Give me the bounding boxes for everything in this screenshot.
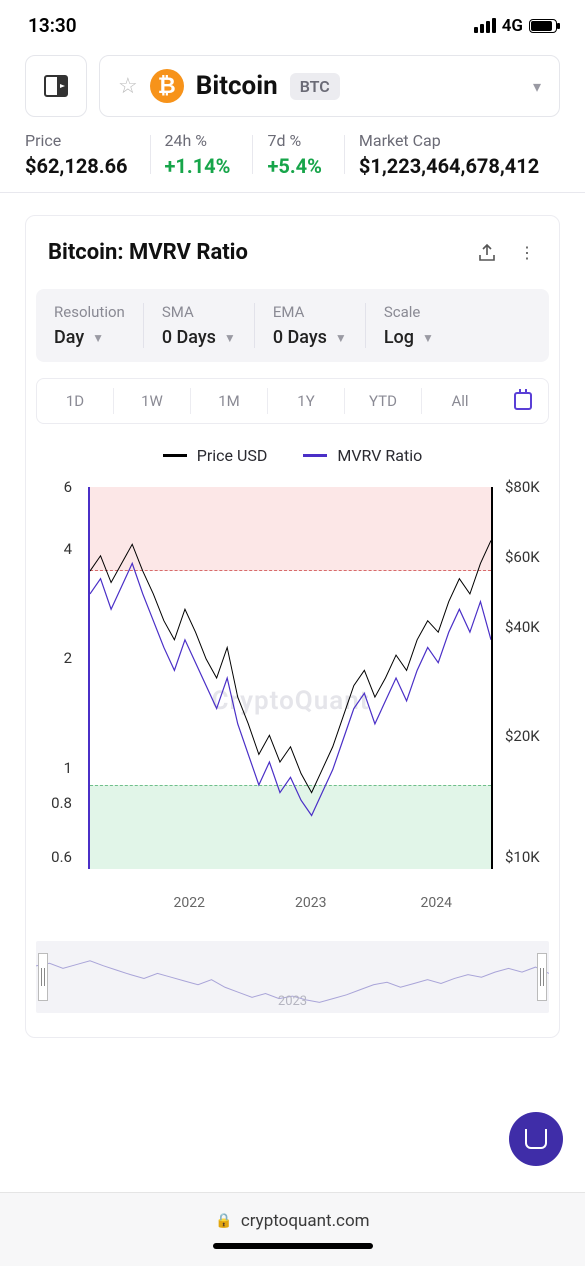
plot-area: CryptoQuant [88, 487, 493, 869]
control-sma[interactable]: SMA 0 Days ▼ [144, 303, 255, 348]
control-ema[interactable]: EMA 0 Days ▼ [255, 303, 366, 348]
star-icon[interactable]: ☆ [118, 74, 138, 99]
share-icon[interactable] [477, 243, 497, 263]
home-indicator[interactable] [213, 1243, 373, 1249]
network-label: 4G [502, 16, 523, 36]
stat-price: Price $62,128.66 [25, 131, 150, 178]
control-label: SMA [162, 303, 236, 321]
control-label: EMA [273, 303, 347, 321]
timerange-all[interactable]: All [422, 388, 498, 414]
timerange-row: 1D1W1M1YYTDAll [36, 378, 549, 424]
coin-ticker: BTC [290, 73, 340, 100]
stat-value: +1.14% [165, 154, 231, 178]
menu-button[interactable] [25, 55, 87, 117]
chart-controls: Resolution Day▼ SMA 0 Days▼ EMA 0 Days▼ … [36, 289, 549, 362]
stat-label: 7d % [267, 131, 321, 150]
url-display[interactable]: 🔒 cryptoquant.com [215, 1211, 369, 1231]
chart-legend: Price USD MVRV Ratio [26, 446, 559, 465]
range-slider[interactable]: 2023 [36, 941, 549, 1013]
legend-swatch [163, 454, 187, 457]
legend-price: Price USD [163, 446, 268, 465]
card-title: Bitcoin: MVRV Ratio [48, 240, 248, 265]
control-value: Day [54, 327, 84, 348]
control-resolution[interactable]: Resolution Day ▼ [36, 303, 144, 348]
stat-label: 24h % [165, 131, 231, 150]
stat-7d: 7d % +5.4% [267, 131, 343, 178]
signal-icon [474, 18, 496, 33]
url-text: cryptoquant.com [241, 1211, 370, 1231]
y-axis-right: $80K$60K$40K$20K$10K [499, 479, 549, 869]
notebook-icon [42, 72, 70, 100]
range-handle-right[interactable] [537, 953, 547, 1001]
battery-icon [529, 19, 557, 33]
lock-icon: 🔒 [215, 1213, 232, 1229]
main-chart[interactable]: 64210.80.6 $80K$60K$40K$20K$10K CryptoQu… [36, 479, 549, 899]
control-value: 0 Days [273, 327, 327, 348]
chevron-down-icon: ▼ [92, 331, 104, 345]
timerange-1m[interactable]: 1M [191, 388, 268, 414]
calendar-button[interactable] [498, 392, 548, 410]
y-axis-left: 64210.80.6 [36, 479, 78, 869]
timerange-ytd[interactable]: YTD [345, 388, 422, 414]
timerange-1d[interactable]: 1D [37, 388, 114, 414]
legend-label: Price USD [197, 446, 268, 465]
stat-marketcap: Market Cap $1,223,464,678,412 [359, 131, 539, 178]
stats-row: Price $62,128.66 24h % +1.14% 7d % +5.4%… [0, 131, 585, 193]
stat-value: +5.4% [267, 154, 321, 178]
control-value: Log [384, 327, 414, 348]
control-value: 0 Days [162, 327, 216, 348]
browser-bar: 🔒 cryptoquant.com [0, 1192, 585, 1266]
legend-label: MVRV Ratio [337, 446, 422, 465]
chat-icon [525, 1129, 547, 1149]
stat-label: Price [25, 131, 128, 150]
more-icon[interactable]: ⋮ [519, 243, 537, 263]
timerange-1y[interactable]: 1Y [268, 388, 345, 414]
calendar-icon [514, 392, 532, 410]
chat-fab[interactable] [509, 1112, 563, 1166]
control-label: Scale [384, 303, 434, 321]
stat-label: Market Cap [359, 131, 539, 150]
chevron-down-icon: ▼ [422, 331, 434, 345]
coin-name: Bitcoin [196, 71, 278, 101]
control-label: Resolution [54, 303, 125, 321]
range-handle-left[interactable] [38, 953, 48, 1001]
stat-value: $1,223,464,678,412 [359, 154, 539, 178]
chevron-down-icon: ▼ [224, 331, 236, 345]
legend-mvrv: MVRV Ratio [303, 446, 422, 465]
coin-icon: ₿ [150, 69, 184, 103]
coin-selector[interactable]: ☆ ₿ Bitcoin BTC ▾ [99, 55, 560, 117]
chevron-down-icon: ▾ [533, 77, 541, 96]
status-bar: 13:30 4G [0, 0, 585, 45]
timerange-1w[interactable]: 1W [114, 388, 191, 414]
status-time: 13:30 [28, 14, 77, 37]
status-right: 4G [474, 16, 557, 36]
stat-value: $62,128.66 [25, 154, 128, 178]
legend-swatch [303, 454, 327, 457]
chart-card: Bitcoin: MVRV Ratio ⋮ Resolution Day ▼ SM… [25, 215, 560, 1038]
control-scale[interactable]: Scale Log ▼ [366, 303, 452, 348]
stat-24h: 24h % +1.14% [165, 131, 253, 178]
mini-x-label: 2023 [278, 994, 307, 1009]
chevron-down-icon: ▼ [335, 331, 347, 345]
